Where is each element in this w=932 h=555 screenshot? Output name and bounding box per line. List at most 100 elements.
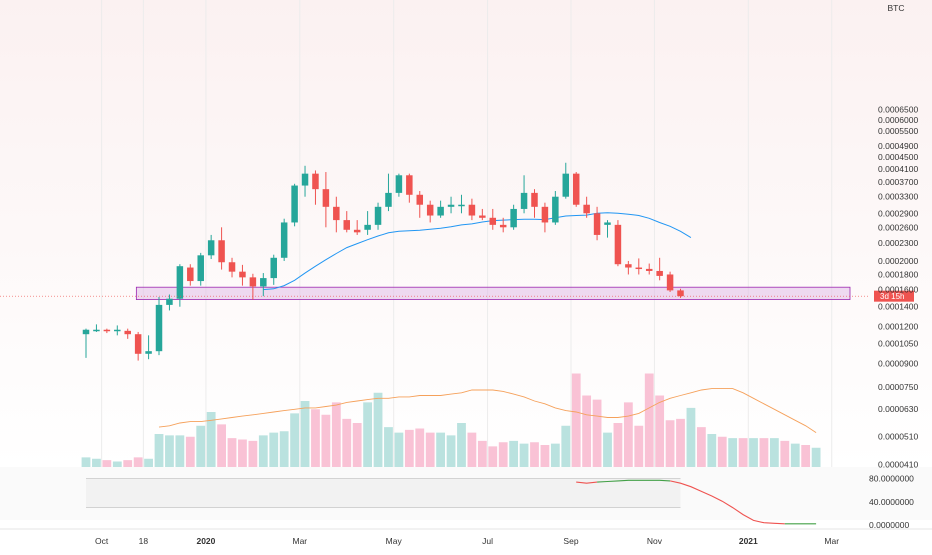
volume-bar — [311, 409, 320, 467]
candle-body — [677, 290, 684, 297]
candle — [541, 202, 549, 233]
support-zone[interactable] — [135, 286, 851, 300]
candle-body — [426, 204, 434, 216]
candle — [395, 173, 403, 197]
candle — [406, 173, 413, 203]
time-tick-label: Sep — [563, 536, 578, 546]
candle-body — [645, 268, 653, 271]
candle-body — [416, 194, 424, 205]
candle — [249, 273, 257, 300]
volume-bar — [665, 420, 675, 467]
candles — [82, 162, 684, 361]
price-tick-label: 0.0000750 — [878, 382, 918, 392]
candle-body — [312, 173, 319, 190]
price-tick-label: 0.0002000 — [878, 256, 918, 266]
candle-body — [395, 175, 403, 193]
candle — [604, 220, 611, 238]
candle — [572, 172, 580, 207]
candle — [114, 325, 121, 336]
volume-bar — [144, 458, 153, 467]
candle — [155, 297, 163, 356]
candle-body — [114, 329, 121, 332]
candle-body — [374, 206, 382, 225]
price-tick-label: 0.0001800 — [878, 269, 918, 279]
time-axis[interactable]: Oct 18 2020 Mar May Jul Sep Nov 2021 Mar — [0, 528, 932, 546]
oscillator-pane: 80.0000000 40.0000000 0.0000000 — [0, 467, 932, 530]
volume-bar — [498, 442, 508, 467]
volume-bar — [92, 458, 101, 467]
candle-body — [656, 270, 663, 276]
volume-bar — [206, 412, 216, 467]
volume-bar — [571, 373, 581, 467]
volume-bar — [530, 442, 539, 467]
price-tick-label: 0.0001600 — [878, 285, 918, 295]
candle-body — [187, 267, 194, 282]
moving-average-line — [263, 212, 692, 291]
volume-bar — [717, 436, 727, 467]
price-tick-label: 0.0004900 — [878, 141, 918, 151]
oscillator-tick-label: 0.0000000 — [869, 520, 909, 530]
volume-bar — [217, 424, 226, 467]
time-tick-label: Nov — [647, 536, 663, 546]
price-pane-background — [0, 0, 932, 467]
candle-body — [593, 213, 601, 235]
oscillator-tick-label: 80.0000000 — [869, 474, 914, 484]
candle — [531, 189, 538, 218]
candle-body — [239, 271, 246, 278]
volume-bar — [644, 373, 654, 467]
candle-body — [322, 189, 330, 207]
volume-bar — [227, 438, 237, 467]
candle — [176, 264, 184, 307]
candle-body — [406, 175, 413, 195]
volume-bar — [446, 435, 456, 467]
candle-body — [437, 206, 444, 216]
volume-bar — [749, 438, 758, 467]
volume-bar — [290, 413, 299, 467]
currency-label: BTC — [888, 3, 905, 13]
candle — [468, 198, 476, 221]
oscillator-tick-label: 40.0000000 — [869, 497, 914, 507]
candle — [82, 328, 90, 358]
volume-bar — [363, 402, 373, 467]
candle-body — [552, 196, 559, 223]
candle — [301, 165, 309, 197]
candle — [458, 194, 465, 214]
candle-body — [666, 274, 674, 291]
price-tick-label: 0.0003700 — [878, 177, 918, 187]
candle — [103, 328, 111, 334]
candle-body — [166, 298, 173, 305]
volume-bar — [384, 427, 393, 467]
time-tick-label: Jul — [482, 536, 493, 546]
volume-bar — [655, 395, 665, 467]
price-tick-label: 0.0002900 — [878, 208, 918, 218]
time-tick-label: 2021 — [739, 536, 758, 546]
candle-body — [635, 267, 643, 270]
volume-bar — [331, 402, 341, 467]
volume-bar — [582, 395, 592, 467]
candle-body — [364, 224, 371, 230]
candle — [656, 257, 663, 281]
price-moving-average — [263, 212, 692, 291]
candle-body — [124, 330, 131, 335]
price-tick-label: 0.0000900 — [878, 358, 918, 368]
volume-bar — [112, 461, 122, 467]
volume-bar — [686, 407, 696, 467]
price-tick-label: 0.0000410 — [878, 459, 918, 469]
volume-bar — [415, 428, 425, 467]
volume-bar — [394, 432, 404, 467]
price-tick-label: 0.0003300 — [878, 192, 918, 202]
price-tick-label: 0.0004500 — [878, 152, 918, 162]
volume-bar — [102, 460, 112, 467]
candle-body — [583, 204, 590, 214]
volume-bar — [634, 425, 644, 467]
oscillator-band — [86, 478, 681, 508]
candle-body — [562, 173, 570, 197]
price-tick-label: 0.0001050 — [878, 339, 918, 349]
volume-bar — [300, 401, 310, 467]
candle — [677, 288, 684, 298]
candle — [562, 162, 570, 199]
volume-bar — [561, 425, 571, 467]
